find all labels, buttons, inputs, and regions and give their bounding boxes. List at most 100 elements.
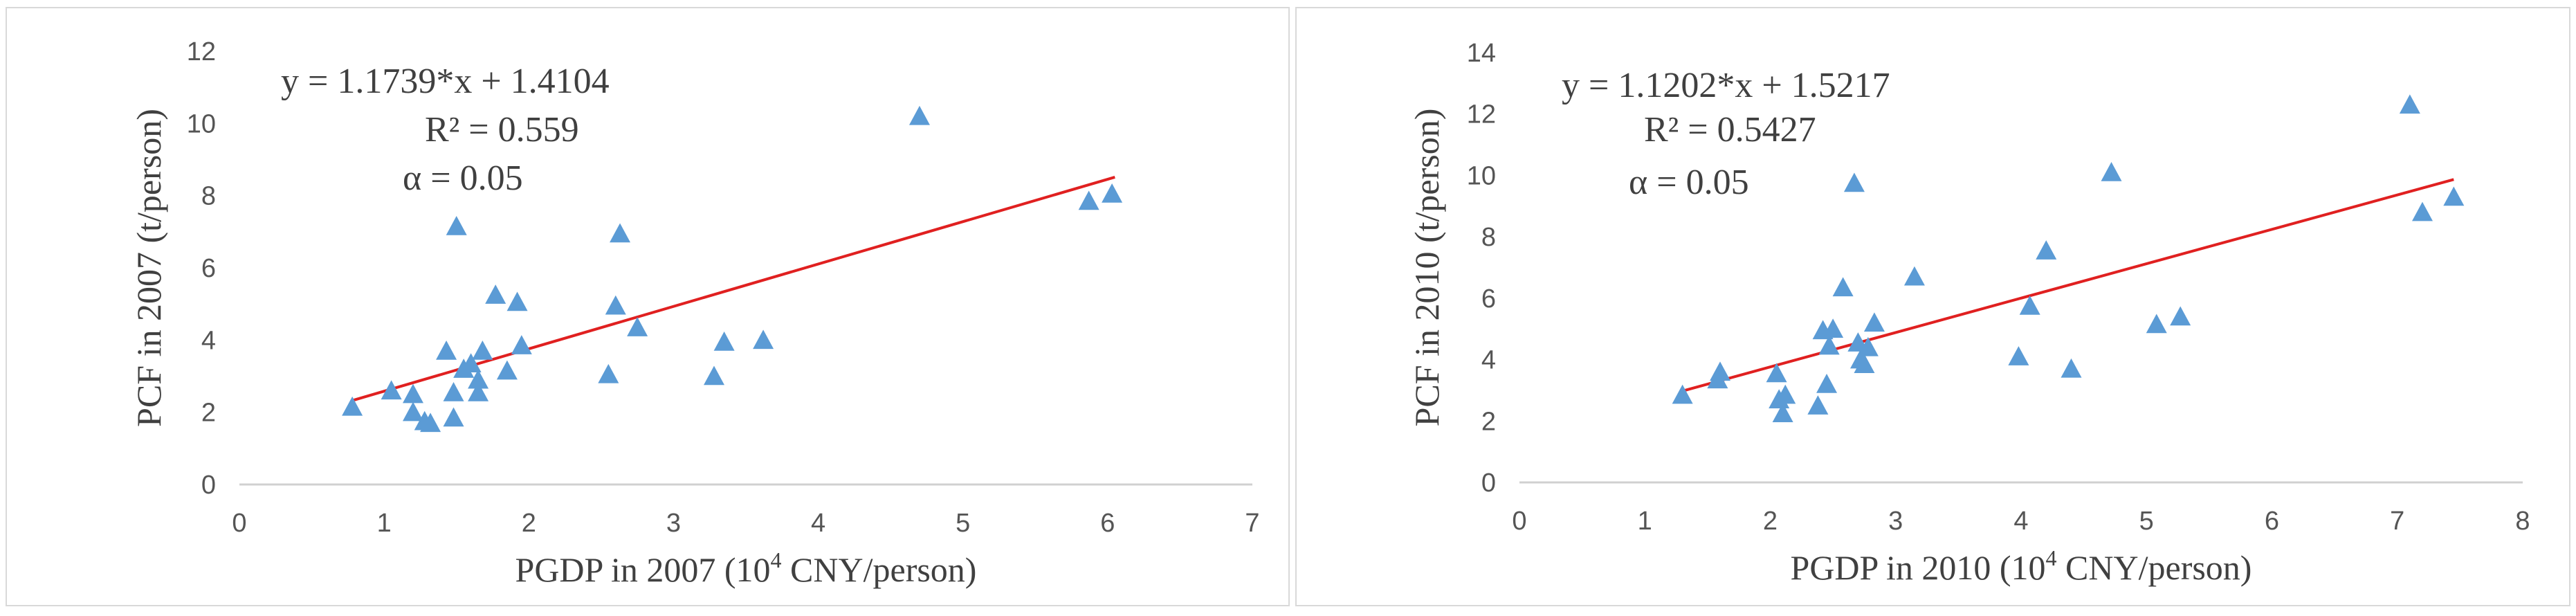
data-point-marker xyxy=(2443,186,2465,206)
data-point-marker xyxy=(1832,277,1854,297)
data-point-marker xyxy=(506,291,528,311)
data-point-marker xyxy=(436,340,457,360)
x-tick-label: 3 xyxy=(1888,507,1903,536)
data-point-marker xyxy=(703,365,724,386)
data-point-marker xyxy=(420,413,441,433)
x-tick-label: 2 xyxy=(1763,507,1778,536)
data-point-marker xyxy=(2036,240,2057,260)
x-tick-label: 4 xyxy=(2013,507,2028,536)
x-tick-label: 8 xyxy=(2515,507,2530,536)
data-point-marker xyxy=(1854,354,1875,373)
y-tick-label: 10 xyxy=(1467,161,1496,190)
data-point-marker xyxy=(605,295,626,315)
data-point-marker xyxy=(2170,306,2191,326)
data-point-marker xyxy=(468,381,489,401)
data-point-marker xyxy=(2146,314,2167,334)
regression-annotation: α = 0.05 xyxy=(403,158,523,198)
x-tick-label: 4 xyxy=(811,509,825,538)
y-tick-label: 0 xyxy=(201,471,216,500)
data-point-marker xyxy=(908,105,930,125)
data-point-marker xyxy=(753,329,774,350)
data-point-marker xyxy=(598,363,619,383)
data-point-marker xyxy=(1078,190,1099,210)
data-point-marker xyxy=(446,216,467,235)
data-point-marker xyxy=(1818,335,1840,355)
x-tick-label: 3 xyxy=(666,509,681,538)
data-point-marker xyxy=(1903,266,1925,286)
x-tick-label: 0 xyxy=(1512,507,1526,536)
data-point-marker xyxy=(610,223,631,243)
x-tick-label: 1 xyxy=(377,509,392,538)
data-point-marker xyxy=(468,369,489,389)
y-tick-label: 14 xyxy=(1467,39,1496,68)
y-tick-label: 6 xyxy=(1481,284,1496,314)
data-point-marker xyxy=(1672,384,1693,404)
data-point-marker xyxy=(1823,318,1844,338)
trend-line xyxy=(351,176,1115,402)
data-point-marker xyxy=(443,407,464,427)
data-point-marker xyxy=(2019,295,2040,315)
data-point-marker xyxy=(460,353,482,372)
y-axis-title: PCF in 2010 (t/person) xyxy=(1407,109,1446,427)
regression-annotation: α = 0.05 xyxy=(1629,163,1749,202)
y-tick-label: 12 xyxy=(1467,100,1496,129)
trend-line xyxy=(1682,178,2454,392)
data-point-marker xyxy=(342,396,363,416)
data-point-marker xyxy=(1772,403,1793,422)
y-tick-label: 12 xyxy=(187,37,216,66)
data-point-marker xyxy=(1816,374,1838,393)
x-tick-label: 0 xyxy=(232,509,246,538)
data-point-marker xyxy=(2008,346,2029,365)
data-point-marker xyxy=(402,401,423,422)
data-point-marker xyxy=(443,381,464,401)
x-tick-label: 7 xyxy=(2390,507,2404,536)
data-point-marker xyxy=(1857,336,1879,356)
data-point-marker xyxy=(2399,94,2420,114)
data-point-marker xyxy=(1710,361,1730,381)
data-point-marker xyxy=(1775,384,1796,404)
regression-annotation: y = 1.1202*x + 1.5217 xyxy=(1562,66,1890,105)
y-tick-label: 8 xyxy=(1481,223,1496,252)
x-tick-label: 5 xyxy=(2139,507,2154,536)
y-tick-label: 4 xyxy=(201,326,216,355)
data-point-marker xyxy=(1807,395,1829,415)
y-tick-label: 10 xyxy=(187,109,216,138)
data-point-marker xyxy=(1843,172,1865,192)
data-point-marker xyxy=(381,380,402,400)
data-point-marker xyxy=(2101,161,2122,181)
y-tick-label: 8 xyxy=(201,182,216,211)
data-point-marker xyxy=(627,317,648,336)
y-tick-label: 6 xyxy=(201,254,216,283)
x-axis-title: PGDP in 2007 (104 CNY/person) xyxy=(515,547,977,589)
data-point-marker xyxy=(472,340,493,360)
data-point-marker xyxy=(713,331,735,351)
chart-panel-2010: 0 1 2 3 4 5 6 7 8 0 2 4 6 8 10 12 14 PGDP in 2010 (104 CN… xyxy=(1295,7,2570,606)
data-point-marker xyxy=(2061,358,2082,378)
y-axis-title: PCF in 2007 (t/person) xyxy=(129,109,168,427)
x-tick-label: 6 xyxy=(1100,509,1115,538)
data-point-marker xyxy=(496,360,518,380)
x-tick-label: 2 xyxy=(522,509,536,538)
y-tick-label: 2 xyxy=(201,399,216,428)
chart-panel-2007: 0 1 2 3 4 5 6 7 0 2 4 6 8 10 12 PGDP in 2007 (104 CNY/p… xyxy=(6,7,1290,606)
data-point-marker xyxy=(511,335,532,354)
y-tick-label: 4 xyxy=(1481,346,1496,375)
data-point-marker xyxy=(1102,183,1123,203)
data-point-marker xyxy=(1863,312,1885,332)
y-tick-label: 0 xyxy=(1481,469,1496,498)
x-axis-title: PGDP in 2010 (104 CNY/person) xyxy=(1791,545,2252,587)
data-point-marker xyxy=(402,383,423,404)
x-tick-label: 7 xyxy=(1245,509,1259,538)
data-point-marker xyxy=(2412,201,2433,221)
regression-annotation: R² = 0.5427 xyxy=(1644,110,1816,150)
x-tick-label: 5 xyxy=(956,509,970,538)
regression-annotation: y = 1.1739*x + 1.4104 xyxy=(281,62,610,101)
data-point-marker xyxy=(1766,363,1787,383)
x-tick-label: 1 xyxy=(1638,507,1652,536)
data-point-marker xyxy=(485,284,506,304)
x-tick-label: 6 xyxy=(2265,507,2279,536)
y-tick-label: 2 xyxy=(1481,407,1496,436)
regression-annotation: R² = 0.559 xyxy=(425,110,579,150)
